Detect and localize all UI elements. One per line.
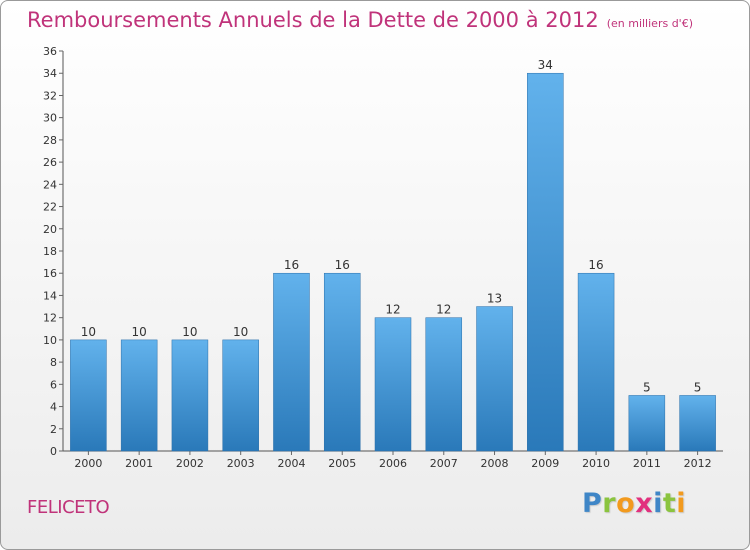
- bar: [70, 339, 107, 452]
- y-tick-label: 10: [43, 334, 57, 347]
- x-tick-label: 2006: [379, 457, 407, 470]
- y-tick-label: 28: [43, 134, 57, 147]
- chart-subtitle: (en milliers d'€): [606, 17, 693, 30]
- data-label: 16: [335, 258, 350, 272]
- y-tick-label: 30: [43, 112, 57, 125]
- bar: [527, 72, 564, 452]
- y-tick-label: 0: [50, 445, 57, 458]
- logo-letter: P: [582, 488, 603, 519]
- bar: [323, 272, 361, 452]
- proxiti-logo[interactable]: Proxiti: [582, 488, 686, 519]
- data-labels: 10 10 10 10 16 16 12 12 13 34 16 5 5: [81, 58, 702, 394]
- y-tick-label: 16: [43, 267, 57, 280]
- y-tick-label: 18: [43, 245, 57, 258]
- y-tick-label: 32: [43, 89, 57, 102]
- x-tick-label: 2002: [176, 457, 204, 470]
- x-tick-label: 2005: [328, 457, 356, 470]
- data-label: 16: [284, 258, 299, 272]
- data-label: 16: [588, 258, 603, 272]
- data-label: 12: [436, 303, 451, 317]
- logo-letter: o: [616, 488, 636, 519]
- logo-letter: i: [653, 488, 663, 519]
- data-label: 10: [233, 325, 248, 339]
- x-tick-label: 2011: [633, 457, 661, 470]
- x-tick-label: 2001: [125, 457, 153, 470]
- bar: [679, 395, 716, 452]
- logo-letter: t: [662, 488, 677, 519]
- bar: [476, 306, 513, 452]
- bar: [171, 339, 209, 452]
- y-tick-label: 26: [43, 156, 57, 169]
- bar: [374, 317, 412, 452]
- logo-letter: r: [602, 488, 617, 519]
- x-tick-label: 2010: [582, 457, 610, 470]
- x-tick-label: 2000: [74, 457, 102, 470]
- y-tick-label: 36: [43, 45, 57, 58]
- bar: [577, 272, 615, 452]
- x-tick-label: 2012: [684, 457, 712, 470]
- data-label: 5: [694, 380, 702, 394]
- data-label: 10: [132, 325, 147, 339]
- y-tick-label: 34: [43, 67, 57, 80]
- x-axis: 2000 2001 2002 2003 2004 2005 2006 2007 2008 2009…: [63, 450, 723, 470]
- bar: [628, 395, 666, 452]
- x-tick-label: 2008: [481, 457, 509, 470]
- commune-name: FELICETO: [27, 497, 110, 518]
- data-label: 12: [385, 303, 400, 317]
- logo-letter: i: [676, 488, 687, 519]
- y-tick-label: 4: [50, 401, 57, 414]
- bar: [222, 339, 259, 452]
- data-label: 10: [182, 325, 197, 339]
- bars: [70, 72, 716, 452]
- data-label: 13: [487, 292, 502, 306]
- x-tick-label: 2009: [531, 457, 559, 470]
- logo-letter: x: [635, 488, 654, 519]
- title-line: Remboursements Annuels de la Dette de 20…: [27, 8, 693, 32]
- bar: [425, 317, 463, 452]
- bar: [120, 339, 158, 452]
- y-tick-label: 14: [43, 289, 57, 302]
- y-tick-label: 20: [43, 223, 57, 236]
- x-tick-label: 2004: [277, 457, 305, 470]
- y-tick-label: 2: [50, 423, 57, 436]
- y-tick-label: 6: [50, 378, 57, 391]
- data-label: 5: [643, 380, 651, 394]
- bar: [273, 272, 310, 452]
- y-tick-label: 8: [50, 356, 57, 369]
- data-label: 10: [81, 325, 96, 339]
- y-tick-label: 12: [43, 312, 57, 325]
- x-tick-label: 2007: [430, 457, 458, 470]
- data-label: 34: [538, 58, 553, 72]
- x-tick-label: 2003: [227, 457, 255, 470]
- chart-title: Remboursements Annuels de la Dette de 20…: [27, 8, 599, 32]
- y-tick-label: 24: [43, 178, 57, 191]
- y-tick-label: 22: [43, 201, 57, 214]
